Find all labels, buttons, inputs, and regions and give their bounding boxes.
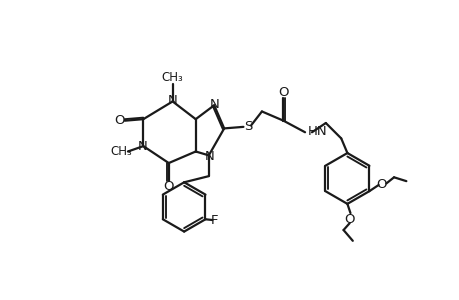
Text: HN: HN xyxy=(307,125,326,138)
Text: CH₃: CH₃ xyxy=(162,71,183,84)
Text: N: N xyxy=(137,140,147,153)
Text: O: O xyxy=(278,86,288,99)
Text: S: S xyxy=(243,120,252,133)
Text: CH₃: CH₃ xyxy=(110,145,132,158)
Text: O: O xyxy=(344,213,354,226)
Text: N: N xyxy=(204,150,214,163)
Text: F: F xyxy=(211,214,218,227)
Text: N: N xyxy=(168,94,177,107)
Text: N: N xyxy=(210,98,219,111)
Text: O: O xyxy=(375,178,386,191)
Text: O: O xyxy=(114,114,124,127)
Text: O: O xyxy=(163,180,174,193)
